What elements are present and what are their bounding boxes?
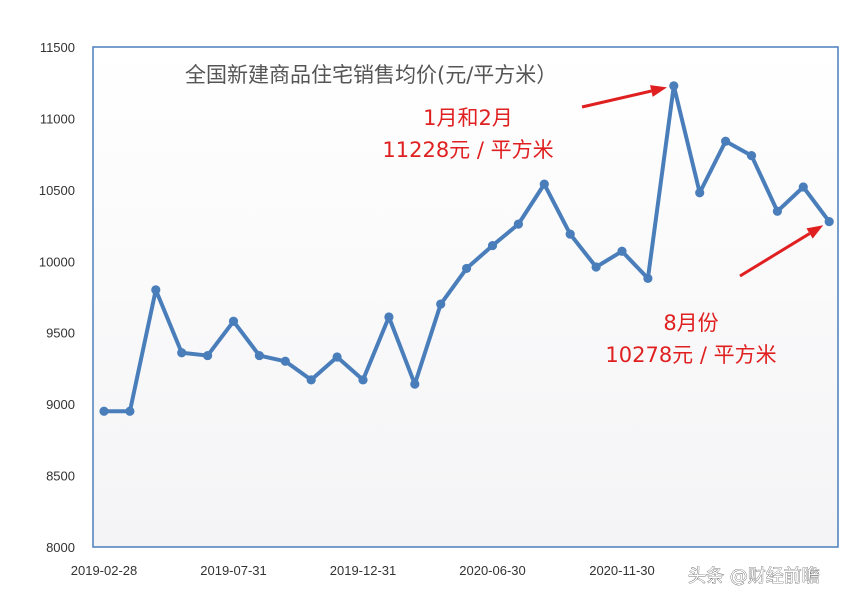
data-point bbox=[436, 299, 446, 309]
data-point bbox=[254, 350, 264, 361]
y-tick-label: 11000 bbox=[40, 111, 75, 126]
y-axis: 8000 8500 9000 9500 10000 10500 11000 11500 bbox=[39, 40, 75, 555]
annotations: 1月和2月 11228元 / 平方米 8月份 10278元 / 平方米 bbox=[382, 85, 824, 367]
annotation-text: 1月和2月 bbox=[423, 106, 513, 130]
x-tick-label: 2020-06-30 bbox=[459, 563, 526, 578]
data-point bbox=[746, 150, 757, 161]
data-point bbox=[384, 312, 394, 322]
x-tick-label: 2020-11-30 bbox=[589, 563, 655, 578]
annotation-arrowhead bbox=[650, 85, 667, 97]
data-point bbox=[669, 81, 679, 91]
data-point bbox=[721, 136, 731, 146]
data-point bbox=[151, 285, 161, 295]
annotation-arrow bbox=[581, 89, 652, 109]
data-point bbox=[798, 182, 808, 192]
data-point bbox=[824, 216, 834, 227]
chart-title: 全国新建商品住宅销售均价(元/平方米） bbox=[185, 63, 557, 87]
data-point bbox=[99, 406, 109, 416]
data-point bbox=[280, 356, 290, 366]
plot-area bbox=[92, 46, 839, 548]
y-tick-label: 10500 bbox=[39, 183, 75, 198]
y-tick-label: 10000 bbox=[39, 254, 75, 269]
data-point bbox=[643, 273, 653, 284]
data-point bbox=[462, 263, 472, 274]
data-point bbox=[306, 375, 316, 385]
data-point bbox=[410, 379, 420, 389]
x-tick-label: 2019-07-31 bbox=[200, 563, 267, 578]
watermark: 头条 @财经前瞻 bbox=[688, 566, 820, 587]
annotation-text: 10278元 / 平方米 bbox=[605, 343, 776, 367]
data-point bbox=[772, 206, 783, 216]
data-point bbox=[695, 188, 705, 198]
annotation-text: 11228元 / 平方米 bbox=[382, 138, 553, 162]
annotation-arrowhead bbox=[806, 225, 824, 239]
data-point bbox=[513, 219, 524, 229]
y-tick-label: 8500 bbox=[46, 469, 75, 484]
data-point bbox=[125, 406, 135, 416]
data-point bbox=[203, 350, 213, 361]
y-tick-label: 9500 bbox=[46, 326, 75, 341]
data-point bbox=[177, 348, 187, 358]
data-point bbox=[539, 179, 549, 189]
x-tick-label: 2019-02-28 bbox=[71, 563, 138, 578]
data-point bbox=[332, 352, 342, 362]
data-point bbox=[565, 229, 575, 239]
x-tick-label: 2019-12-31 bbox=[330, 563, 397, 578]
data-point bbox=[358, 375, 368, 385]
annotation-arrow bbox=[739, 232, 811, 278]
y-tick-label: 9000 bbox=[46, 397, 75, 412]
data-point bbox=[228, 316, 239, 326]
data-point bbox=[487, 240, 498, 251]
data-point bbox=[591, 262, 601, 272]
series-line-group bbox=[99, 81, 834, 416]
y-tick-label: 8000 bbox=[46, 540, 75, 555]
x-axis: 2019-02-28 2019-07-31 2019-12-31 2020-06-30… bbox=[71, 563, 655, 578]
annotation-text: 8月份 bbox=[663, 311, 718, 335]
data-point bbox=[617, 246, 627, 256]
y-tick-label: 11500 bbox=[40, 40, 75, 55]
